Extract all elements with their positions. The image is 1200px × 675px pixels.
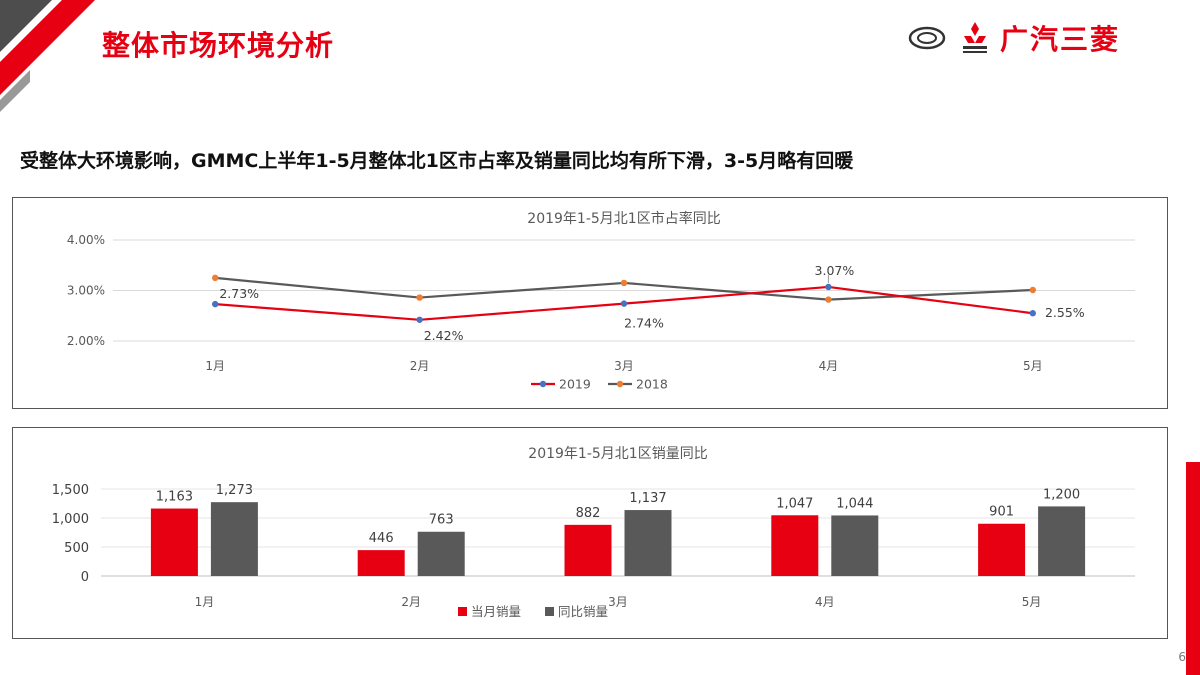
sales-chart-panel: 2019年1-5月北1区销量同比 0 500 1,000 1,500 1,163 1,273… <box>12 427 1168 639</box>
page-number: 6 <box>1178 650 1186 664</box>
x-tick-label: 1月 <box>195 595 215 609</box>
data-point-2019 <box>620 300 628 307</box>
data-point-2019 <box>1029 310 1036 317</box>
legend-marker-2018 <box>616 380 624 388</box>
x-tick-label: 2月 <box>410 359 430 373</box>
data-label: 882 <box>576 506 601 521</box>
data-label: 2.74% <box>624 316 664 331</box>
market-share-line-chart: 2019年1-5月北1区市占率同比 2.00% 3.00% 4.00% 1月 2月 3月 4月… <box>67 210 1135 392</box>
page-title: 整体市场环境分析 <box>102 29 335 62</box>
y-tick-label: 2.00% <box>67 334 105 348</box>
legend-label: 同比销量 <box>558 604 608 619</box>
x-tick-label: 5月 <box>1023 359 1043 373</box>
data-label: 901 <box>989 505 1014 520</box>
data-label: 763 <box>429 513 454 528</box>
y-tick-label: 0 <box>81 570 89 585</box>
y-tick-label: 1,000 <box>52 512 89 527</box>
bar-当月销量 <box>357 550 405 576</box>
data-point-2018 <box>212 274 219 282</box>
data-point-2019 <box>416 316 423 323</box>
legend-label: 2019 <box>559 377 591 392</box>
data-label: 446 <box>369 531 394 546</box>
bar-同比销量 <box>831 515 879 576</box>
x-tick-label: 5月 <box>1022 595 1042 609</box>
bar-同比销量 <box>1038 506 1086 576</box>
x-tick-label: 3月 <box>608 595 628 609</box>
data-label: 1,137 <box>629 491 666 506</box>
y-tick-label: 1,500 <box>52 483 89 498</box>
y-tick-label: 500 <box>64 541 89 556</box>
sales-bar-chart: 2019年1-5月北1区销量同比 0 500 1,000 1,500 1,163 1,273… <box>52 446 1135 619</box>
gac-logo-icon <box>908 26 946 50</box>
corner-stripes-decoration <box>0 0 95 112</box>
legend-swatch-同比销量 <box>545 607 554 616</box>
x-tick-label: 4月 <box>819 359 839 373</box>
legend-swatch-当月销量 <box>458 607 467 616</box>
data-label: 1,163 <box>156 490 193 505</box>
x-tick-label: 1月 <box>205 359 225 373</box>
data-label: 1,047 <box>776 496 813 511</box>
legend-label: 2018 <box>636 377 668 392</box>
data-point-2019 <box>825 283 832 291</box>
data-label: 1,273 <box>216 483 253 498</box>
bar-当月销量 <box>564 524 612 576</box>
data-label: 1,044 <box>836 496 873 511</box>
data-label: 2.73% <box>219 286 259 301</box>
data-point-2018 <box>1029 286 1036 294</box>
y-tick-label: 4.00% <box>67 233 105 247</box>
bar-当月销量 <box>771 515 819 576</box>
brand-name: 广汽三菱 <box>1000 23 1121 56</box>
bar-当月销量 <box>150 508 198 576</box>
market-share-chart-panel: 2019年1-5月北1区市占率同比 2.00% 3.00% 4.00% 1月 2月 3月 4月… <box>12 197 1168 409</box>
bar-同比销量 <box>624 510 672 576</box>
data-point-2018 <box>416 294 423 301</box>
legend-marker-2019 <box>539 380 547 388</box>
data-label: 1,200 <box>1043 487 1080 502</box>
data-point-2018 <box>825 296 832 303</box>
data-label: 2.55% <box>1045 305 1085 320</box>
bar-同比销量 <box>210 502 258 576</box>
bar-同比销量 <box>417 531 465 576</box>
chart-title: 2019年1-5月北1区销量同比 <box>528 446 707 462</box>
y-tick-label: 3.00% <box>67 284 105 298</box>
data-point-2019 <box>212 300 219 308</box>
right-edge-accent-bar <box>1186 462 1200 675</box>
data-point-2018 <box>620 279 628 287</box>
x-tick-label: 3月 <box>614 359 634 373</box>
chart-title: 2019年1-5月北1区市占率同比 <box>527 210 720 227</box>
data-label: 3.07% <box>815 263 855 278</box>
headline: 受整体大环境影响，GMMC上半年1-5月整体北1区市占率及销量同比均有所下滑，3… <box>20 150 854 172</box>
brand-logo <box>908 22 987 53</box>
x-tick-label: 4月 <box>815 595 835 609</box>
mitsubishi-logo-icon <box>963 22 987 53</box>
bar-当月销量 <box>978 523 1026 576</box>
x-tick-label: 2月 <box>401 595 421 609</box>
legend-label: 当月销量 <box>471 604 521 619</box>
data-label: 2.42% <box>424 328 464 343</box>
